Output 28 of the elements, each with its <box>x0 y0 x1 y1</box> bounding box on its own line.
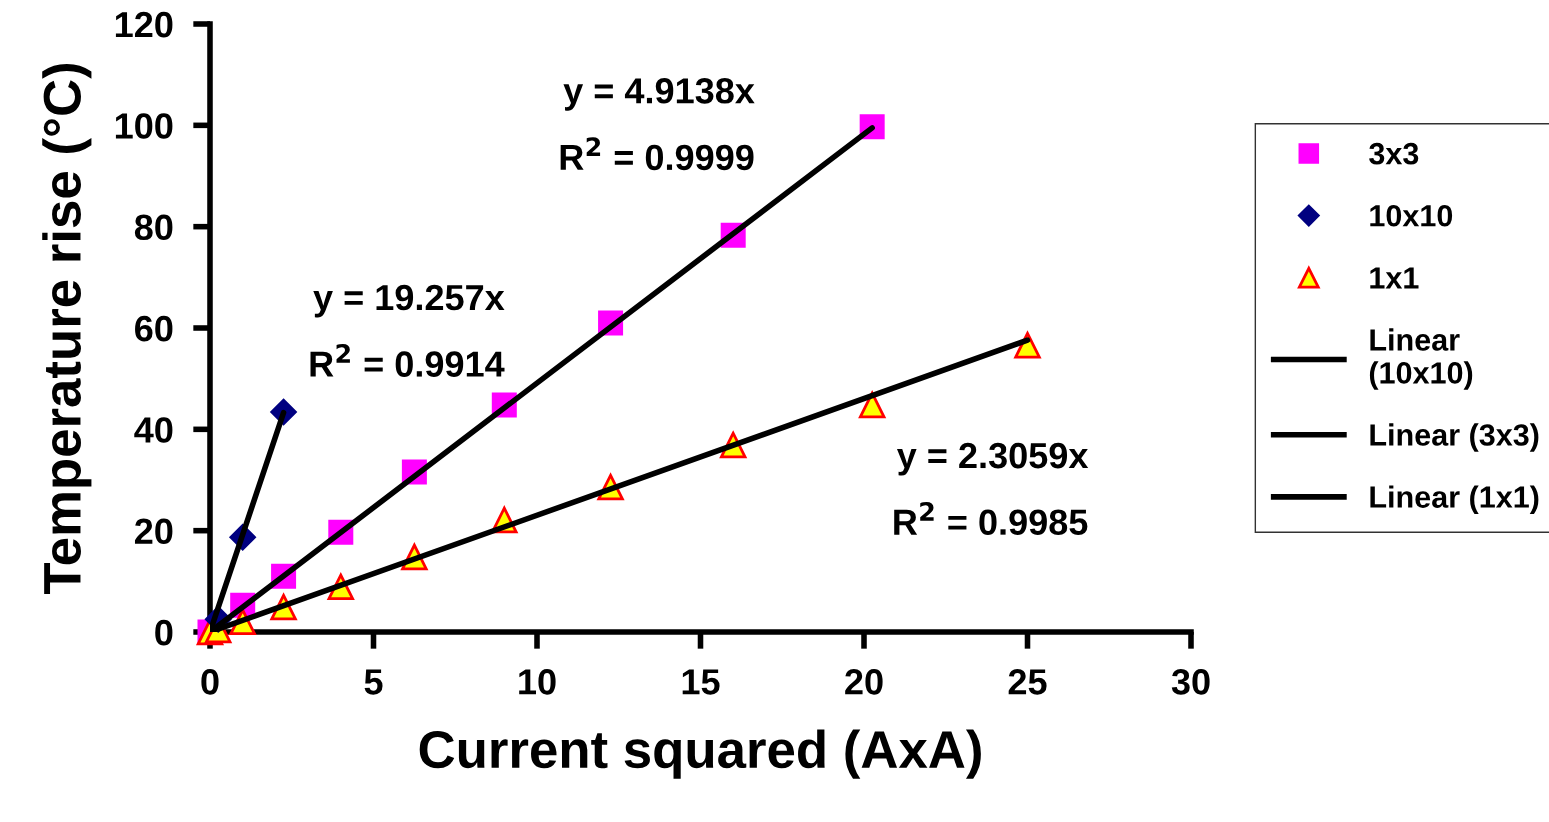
legend-label: Linear (3x3) <box>1370 423 1539 452</box>
y-tick-label: 0 <box>155 619 173 646</box>
y-tick-label: 40 <box>134 417 173 443</box>
x-axis-title: Current squared (AxA) <box>419 729 981 779</box>
annotation: R$^{2}$ = 0.9999 <box>560 137 754 171</box>
x-tick-label: 20 <box>845 669 883 695</box>
x-tick-label: 30 <box>1171 669 1210 695</box>
y-tick-label: 20 <box>134 518 173 545</box>
annotation: y = 2.3059x <box>896 442 1089 476</box>
y-tick-label: 60 <box>135 315 173 342</box>
x-tick-label: 15 <box>682 669 720 695</box>
annotation: y = 19.257x <box>313 284 505 318</box>
y-axis-title: Temperature rise (°C) <box>42 63 92 595</box>
y-tick-label: 120 <box>115 11 173 38</box>
legend-label: Linear (1x1) <box>1370 485 1539 514</box>
legend-label: 1x1 <box>1370 267 1419 289</box>
x-tick-label: 5 <box>364 669 383 695</box>
annotation: R$^{2}$ = 0.9914 <box>310 344 505 377</box>
x-tick-label: 25 <box>1008 669 1047 695</box>
annotation: y = 4.9138x <box>563 78 755 111</box>
x-tick-label: 10 <box>519 669 556 695</box>
legend-label: Linear (10x10) <box>1369 328 1473 390</box>
legend-label: 3x3 <box>1369 142 1419 165</box>
annotation: R$^{2}$ = 0.9985 <box>894 502 1088 536</box>
y-tick-label: 80 <box>134 214 173 241</box>
y-tick-label: 100 <box>115 113 173 139</box>
legend-label: 10x10 <box>1370 204 1453 227</box>
x-tick-label: 0 <box>201 669 219 695</box>
